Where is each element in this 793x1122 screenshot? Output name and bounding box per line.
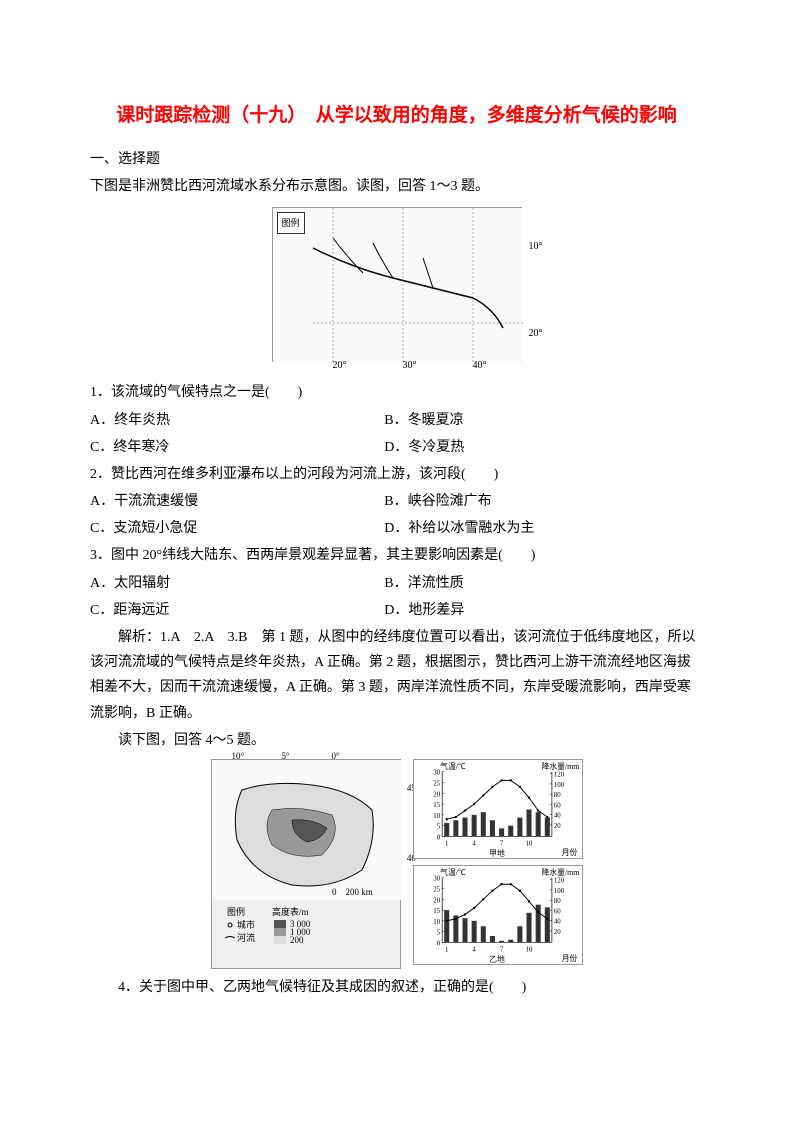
map1-container: 图例 10° 20° 20° 30° 40°	[90, 207, 703, 372]
q2-c: C．支流短小急促	[90, 516, 384, 541]
svg-text:7: 7	[499, 946, 503, 953]
svg-text:15: 15	[433, 908, 440, 915]
svg-text:60: 60	[553, 802, 560, 809]
svg-text:降水量/mm: 降水量/mm	[541, 867, 579, 877]
svg-text:5: 5	[436, 824, 440, 831]
q3-row1: A．太阳辐射 B．洋流性质	[90, 571, 703, 596]
svg-text:30: 30	[433, 876, 440, 883]
svg-text:120: 120	[553, 772, 564, 779]
svg-text:40: 40	[553, 813, 560, 820]
page-title: 课时跟踪检测（十九） 从学以致用的角度，多维度分析气候的影响	[90, 95, 703, 137]
q1-d: D．冬冷夏热	[384, 435, 703, 460]
svg-text:7: 7	[499, 840, 503, 847]
q2-row1: A．干流流速缓慢 B．峡谷险滩广布	[90, 489, 703, 514]
chart-yi: 气温/℃ 降水量/mm 月份 乙地 30 25 20 15 10 5 0 120 100 80 60 40 20…	[413, 865, 583, 965]
svg-text:河流: 河流	[237, 932, 255, 943]
q2-a: A．干流流速缓慢	[90, 489, 384, 514]
q1-c: C．终年寒冷	[90, 435, 384, 460]
climate-charts: 气温/℃降水量/mm月份甲地30252015105012010080604020…	[413, 759, 583, 969]
svg-text:80: 80	[553, 898, 560, 905]
svg-text:30: 30	[433, 770, 440, 777]
svg-text:气温/℃: 气温/℃	[440, 867, 466, 877]
q3-d: D．地形差异	[384, 598, 703, 623]
svg-text:100: 100	[553, 782, 564, 789]
svg-text:4: 4	[472, 946, 476, 953]
q1-row2: C．终年寒冷 D．冬冷夏热	[90, 435, 703, 460]
map1-lon30: 30°	[403, 357, 417, 375]
svg-text:1: 1	[444, 946, 448, 953]
svg-text:5: 5	[436, 930, 440, 937]
map1-lon40: 40°	[473, 357, 487, 375]
svg-text:120: 120	[553, 878, 564, 885]
q2-row2: C．支流短小急促 D．补给以冰雪融水为主	[90, 516, 703, 541]
explanation-1: 解析：1.A 2.A 3.B 第 1 题，从图中的经纬度位置可以看出，该河流位于…	[90, 625, 703, 726]
svg-text:25: 25	[433, 886, 440, 893]
svg-text:25: 25	[433, 780, 440, 787]
q1-b: B．冬暖夏凉	[384, 408, 703, 433]
q1-a: A．终年炎热	[90, 408, 384, 433]
map1-lat10: 10°	[529, 238, 543, 256]
svg-text:20: 20	[553, 823, 560, 830]
svg-text:20: 20	[553, 929, 560, 936]
svg-text:0 200 km: 0 200 km	[332, 887, 373, 897]
q1-stem: 1．该流域的气候特点之一是( )	[90, 380, 703, 405]
svg-text:乙地: 乙地	[489, 954, 505, 964]
svg-text:0: 0	[436, 940, 440, 947]
svg-text:月份: 月份	[561, 953, 577, 963]
q1-row1: A．终年炎热 B．冬暖夏凉	[90, 408, 703, 433]
svg-text:10: 10	[525, 946, 532, 953]
intro-paragraph-2: 读下图，回答 4～5 题。	[90, 728, 703, 753]
svg-text:80: 80	[553, 792, 560, 799]
chart-jia: 气温/℃ 降水量/mm 月份 甲地 30 25 20 15 10 5 0 120 100 80 60 40 20…	[413, 759, 583, 859]
q4-stem: 4．关于图中甲、乙两地气候特征及其成因的叙述，正确的是( )	[90, 975, 703, 1000]
iberia-map: 10° 5° 0° 45° 40° 图例 高度表/m 城市 河流 3 000 1…	[211, 759, 401, 969]
q3-a: A．太阳辐射	[90, 571, 384, 596]
map2-lon5: 5°	[282, 748, 290, 764]
q3-row2: C．距海远近 D．地形差异	[90, 598, 703, 623]
svg-text:60: 60	[553, 908, 560, 915]
svg-text:高度表/m: 高度表/m	[272, 906, 309, 917]
svg-text:图例: 图例	[227, 906, 245, 917]
svg-text:1: 1	[444, 840, 448, 847]
map2-svg: 图例 高度表/m 城市 河流 3 000 1 000 200 0 200 km	[212, 760, 402, 970]
q2-stem: 2．赞比西河在维多利亚瀑布以上的河段为河流上游，该河段( )	[90, 462, 703, 487]
figure-group-2: 10° 5° 0° 45° 40° 图例 高度表/m 城市 河流 3 000 1…	[90, 759, 703, 969]
svg-text:降水量/mm: 降水量/mm	[541, 761, 579, 771]
svg-text:10: 10	[433, 813, 440, 820]
q3-b: B．洋流性质	[384, 571, 703, 596]
svg-text:40: 40	[553, 919, 560, 926]
section-heading-1: 一、选择题	[90, 147, 703, 172]
svg-text:甲地: 甲地	[489, 848, 505, 858]
svg-text:气温/℃: 气温/℃	[440, 761, 466, 771]
svg-text:10: 10	[433, 919, 440, 926]
zambezi-map: 图例 10° 20° 20° 30° 40°	[272, 207, 522, 362]
svg-text:200: 200	[290, 935, 304, 945]
q3-stem: 3．图中 20°纬线大陆东、西两岸景观差异显著，其主要影响因素是( )	[90, 543, 703, 568]
svg-text:城市: 城市	[237, 919, 255, 930]
map1-legend-title: 图例	[277, 212, 305, 234]
map2-lon10: 10°	[232, 748, 245, 764]
svg-text:20: 20	[433, 897, 440, 904]
q2-b: B．峡谷险滩广布	[384, 489, 703, 514]
svg-text:100: 100	[553, 888, 564, 895]
map2-lon0: 0°	[332, 748, 340, 764]
map1-lon20: 20°	[333, 357, 347, 375]
svg-text:0: 0	[436, 834, 440, 841]
map1-svg	[273, 208, 523, 363]
q2-d: D．补给以冰雪融水为主	[384, 516, 703, 541]
intro-paragraph-1: 下图是非洲赞比西河流域水系分布示意图。读图，回答 1～3 题。	[90, 174, 703, 199]
svg-text:20: 20	[433, 791, 440, 798]
map1-lat20: 20°	[529, 325, 543, 343]
svg-text:10: 10	[525, 840, 532, 847]
q3-c: C．距海远近	[90, 598, 384, 623]
svg-text:4: 4	[472, 840, 476, 847]
svg-text:月份: 月份	[561, 847, 577, 857]
svg-text:15: 15	[433, 802, 440, 809]
